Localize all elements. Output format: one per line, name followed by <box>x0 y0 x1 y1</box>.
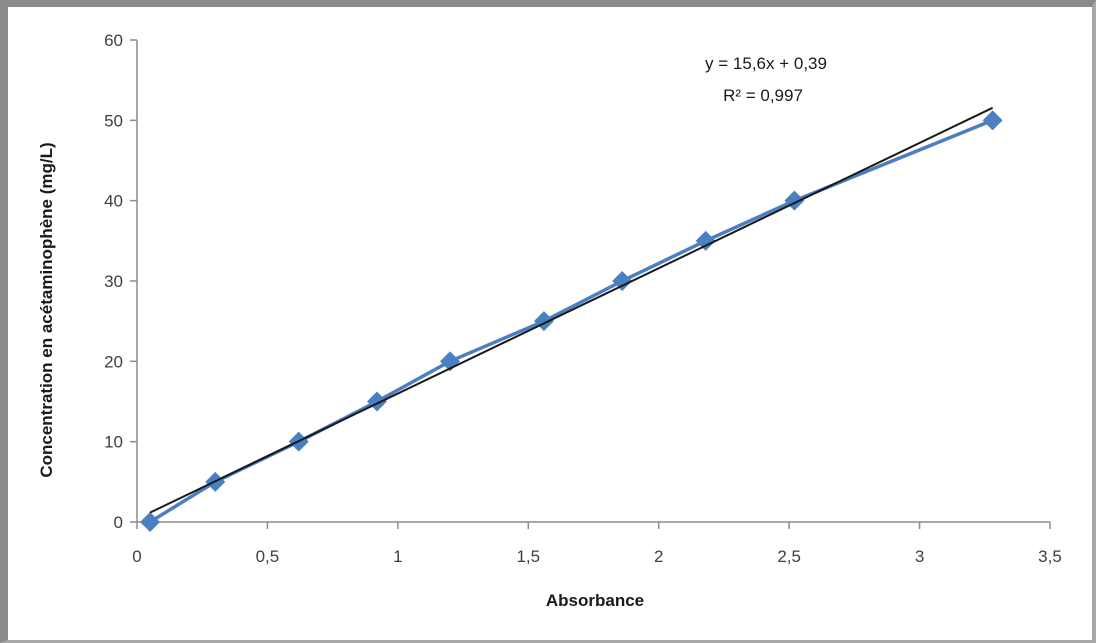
data-point <box>982 110 1003 131</box>
x-tick-label: 1 <box>393 547 402 566</box>
data-point <box>612 271 633 291</box>
data-point <box>695 230 716 251</box>
x-tick-label: 0,5 <box>256 547 280 566</box>
y-tick-label: 10 <box>104 433 123 452</box>
x-tick-label: 1,5 <box>516 547 540 566</box>
x-axis-title: Absorbance <box>546 591 644 610</box>
x-tick-label: 0 <box>132 547 141 566</box>
x-tick-label: 2 <box>654 547 663 566</box>
data-point <box>140 512 161 532</box>
series <box>140 110 1003 532</box>
x-ticks: 0 0,5 1 1,5 2 2,5 3 3,5 <box>132 522 1062 566</box>
series-line <box>149 118 994 524</box>
trendline-r-squared: R² = 0,997 <box>723 86 803 105</box>
x-tick-label: 2,5 <box>777 547 801 566</box>
y-ticks: 0 10 20 30 40 50 60 <box>104 31 137 532</box>
axes <box>136 40 1050 523</box>
trendline-equation: y = 15,6x + 0,39 <box>705 54 827 73</box>
y-tick-label: 20 <box>104 352 123 371</box>
x-tick-label: 3 <box>915 547 924 566</box>
y-tick-label: 0 <box>114 513 123 532</box>
data-point <box>533 311 554 332</box>
x-tick-label: 3,5 <box>1038 547 1062 566</box>
data-point <box>366 391 387 412</box>
trendline-line <box>149 106 994 514</box>
trendline <box>149 106 994 514</box>
y-tick-label: 40 <box>104 192 123 211</box>
y-tick-label: 60 <box>104 31 123 50</box>
y-tick-label: 30 <box>104 272 123 291</box>
y-tick-label: 50 <box>104 111 123 130</box>
y-axis-title: Concentration en acétaminophène (mg/L) <box>37 142 56 477</box>
